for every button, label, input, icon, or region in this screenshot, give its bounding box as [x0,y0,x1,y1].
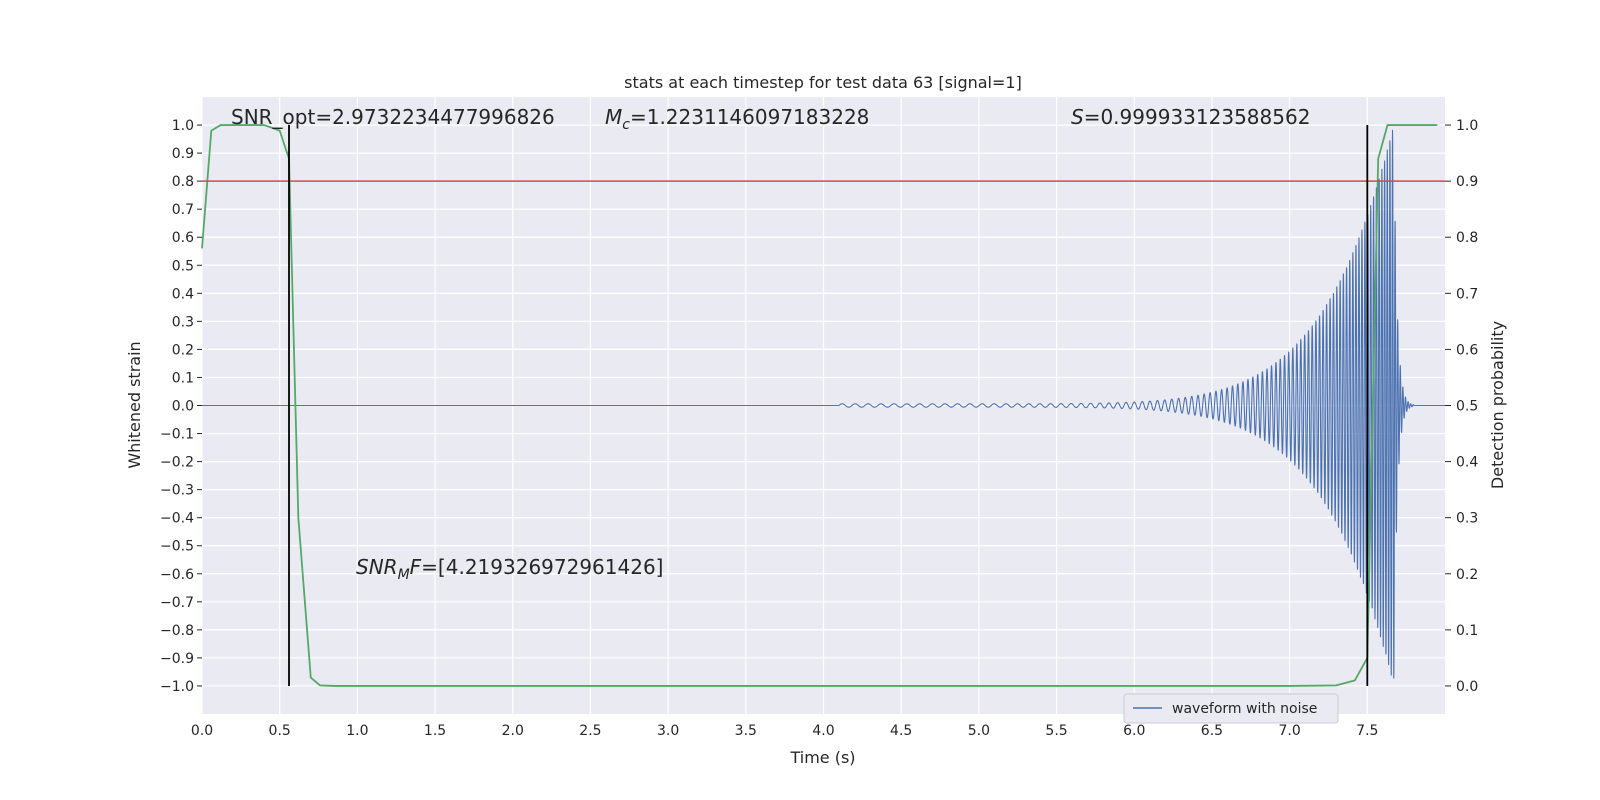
x-tick-label-4: 2.0 [502,723,524,739]
y-left-tick-label-15: −0.5 [160,539,194,555]
y-left-tick-label-5: 0.5 [172,258,194,274]
annotation-mc-value: =1.2231146097183228 [630,105,869,129]
x-tick-label-14: 7.0 [1278,723,1300,739]
y-left-tick-label-8: 0.2 [172,342,194,358]
x-tick-label-3: 1.5 [424,723,446,739]
annotation-mc-symbol: M [605,105,622,129]
y-right-tick-label-6: 0.4 [1456,455,1478,471]
x-tick-label-10: 5.0 [968,723,990,739]
y-left-tick-label-4: 0.6 [172,230,194,246]
chart-title: stats at each timestep for test data 63 … [624,73,1022,92]
y-axis-label-left: Whitened strain [125,341,144,468]
x-tick-label-8: 4.0 [812,723,834,739]
series-line-0 [201,129,1446,679]
y-right-tick-label-7: 0.3 [1456,511,1478,527]
y-left-tick-label-1: 0.9 [172,146,194,162]
annotation-snr-opt: SNR_opt=2.9732234477996826 [231,105,555,129]
y-right-tick-label-9: 0.1 [1456,623,1478,639]
y-left-tick-label-9: 0.1 [172,370,194,386]
y-right-tick-label-4: 0.6 [1456,342,1478,358]
ticks: 0.0 0.5 1.0 1.5 2.0 2.5 3.0 3.5 4.0 4.5 5.0 5.5 6.0 6… [160,118,1478,739]
y-left-tick-label-14: −0.4 [160,511,194,527]
reference-lines [202,125,1445,686]
y-right-tick-label-1: 0.9 [1456,174,1478,190]
x-tick-label-13: 6.5 [1201,723,1223,739]
x-tick-label-0: 0.0 [191,723,213,739]
legend-box [1123,693,1339,724]
y-left-tick-label-10: 0.0 [172,399,194,415]
y-right-tick-label-5: 0.5 [1456,399,1478,415]
y-left-tick-label-20: −1.0 [160,679,194,695]
y-axis-label-right: Detection probability [1488,321,1507,489]
series-line-1 [201,124,1438,687]
y-left-tick-label-17: −0.7 [160,595,194,611]
x-tick-label-1: 0.5 [269,723,291,739]
legend-label-waveform: waveform with noise [1172,701,1317,717]
legend: waveform with noise [1123,693,1339,724]
x-tick-label-15: 7.5 [1356,723,1378,739]
annotation-mc-sub: c [622,117,630,133]
annotation-snr-mf-value: =[4.219326972961426] [421,555,663,579]
x-tick-label-9: 4.5 [890,723,912,739]
x-tick-label-6: 3.0 [657,723,679,739]
x-tick-label-7: 3.5 [735,723,757,739]
annotation-snr-mf-f: F [410,555,422,579]
y-left-tick-label-0: 1.0 [172,118,194,134]
y-left-tick-label-7: 0.3 [172,314,194,330]
x-tick-label-11: 5.5 [1045,723,1067,739]
x-axis-label: Time (s) [789,748,855,767]
annotation-s-value: =0.999933123588562 [1084,105,1311,129]
annotation-mc: Mc=1.2231146097183228 [605,105,869,133]
y-right-tick-label-2: 0.8 [1456,230,1478,246]
y-right-tick-label-3: 0.7 [1456,286,1478,302]
annotation-snr-mf-symbol: SNR [356,555,398,579]
x-tick-label-12: 6.0 [1123,723,1145,739]
y-right-tick-label-0: 1.0 [1456,118,1478,134]
annotation-s-symbol: S [1071,105,1084,129]
y-left-tick-label-2: 0.8 [172,174,194,190]
y-left-tick-label-18: −0.8 [160,623,194,639]
y-left-tick-label-12: −0.2 [160,455,194,471]
annotation-s: S=0.999933123588562 [1071,105,1310,129]
y-right-tick-label-8: 0.2 [1456,567,1478,583]
y-left-tick-label-3: 0.7 [172,202,194,218]
x-tick-label-2: 1.0 [346,723,368,739]
annotation-snr-mf-sub: M [398,567,410,583]
y-left-tick-label-16: −0.6 [160,567,194,583]
annotation-snr-mf: SNRMF=[4.219326972961426] [356,555,664,583]
series-layer [201,124,1446,687]
y-left-tick-label-11: −0.1 [160,427,194,443]
y-left-tick-label-19: −0.9 [160,651,194,667]
y-left-tick-label-6: 0.4 [172,286,194,302]
x-tick-label-5: 2.5 [579,723,601,739]
y-left-tick-label-13: −0.3 [160,483,194,499]
y-right-tick-label-10: 0.0 [1456,679,1478,695]
